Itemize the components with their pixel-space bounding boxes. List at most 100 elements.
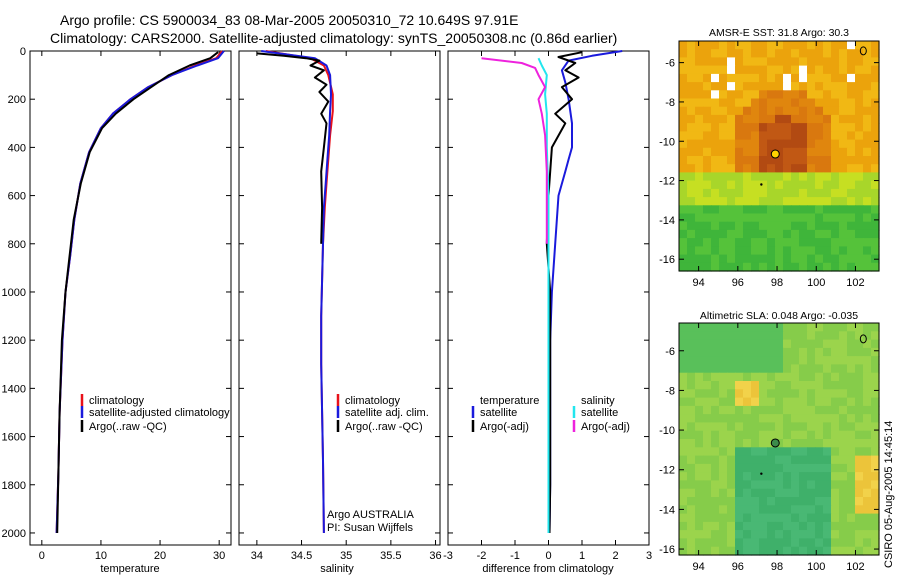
map-cell — [703, 381, 712, 390]
map-cell — [711, 521, 720, 531]
map-cell — [719, 521, 728, 531]
map-cell — [719, 513, 728, 523]
map-cell — [759, 414, 768, 423]
map-cell — [767, 221, 776, 231]
map-cell — [783, 188, 792, 198]
map-cell — [871, 455, 880, 465]
map-cell — [687, 180, 696, 190]
map-cell — [839, 197, 848, 206]
map-cell — [871, 156, 880, 165]
map-cell — [831, 521, 840, 531]
sla-map-panel: Altimetric SLA: 0.048 Argo: -0.035 94 96 9… — [659, 310, 880, 573]
map-cell — [807, 505, 816, 515]
map-cell — [799, 323, 808, 332]
map-y-tick-label: -10 — [659, 425, 675, 437]
map-cell — [687, 49, 696, 58]
map-cell — [679, 205, 688, 215]
legend-label-climatology: climatology — [89, 395, 145, 407]
map-cell — [775, 164, 784, 173]
map-cell — [751, 49, 760, 58]
map-cell — [759, 164, 768, 173]
map-cell — [847, 463, 856, 473]
map-cell — [767, 82, 776, 91]
map-cell — [871, 106, 880, 116]
map-cell — [711, 90, 720, 100]
map-cell — [679, 197, 688, 206]
map-cell — [767, 197, 776, 206]
map-cell — [743, 323, 752, 332]
map-cell — [855, 414, 864, 423]
map-cell — [751, 98, 760, 108]
map-cell — [687, 339, 696, 349]
map-cell — [751, 114, 760, 124]
map-cell — [815, 414, 824, 423]
map-cell — [847, 41, 856, 50]
map-cell — [767, 49, 776, 58]
map-cell — [831, 480, 840, 490]
map-cell — [727, 364, 736, 374]
map-cell — [871, 323, 880, 332]
map-cell — [719, 172, 728, 182]
x-tick-label: 34 — [251, 550, 263, 562]
map-cell — [743, 221, 752, 231]
map-cell — [775, 339, 784, 349]
map-cell — [695, 180, 704, 190]
map-cell — [863, 430, 872, 440]
map-cell — [815, 472, 824, 481]
map-cell — [839, 172, 848, 182]
map-cell — [847, 513, 856, 523]
map-cell — [775, 513, 784, 523]
map-cell — [719, 254, 728, 264]
map-cell — [863, 205, 872, 215]
map-cell — [815, 521, 824, 531]
map-cell — [855, 323, 864, 332]
map-cell — [687, 331, 696, 341]
map-cell — [703, 98, 712, 108]
map-cell — [703, 505, 712, 515]
map-cell — [759, 147, 768, 157]
map-cell — [791, 221, 800, 231]
map-cell — [855, 106, 864, 116]
map-cell — [831, 513, 840, 523]
map-cell — [831, 106, 840, 116]
map-cell — [783, 472, 792, 481]
map-cell — [863, 546, 872, 556]
map-cell — [751, 546, 760, 556]
map-cell — [679, 397, 688, 407]
difference-panel: -3 -2 -1 0 1 2 3 difference from climatology t… — [443, 50, 652, 575]
map-cell — [871, 364, 880, 374]
map-cell — [783, 139, 792, 149]
map-cell — [759, 339, 768, 349]
x-tick-label: 1 — [579, 550, 585, 562]
map-cell — [807, 188, 816, 198]
map-cell — [711, 414, 720, 423]
map-cell — [863, 49, 872, 58]
map-cell — [711, 339, 720, 349]
map-cell — [855, 131, 864, 141]
map-cell — [831, 213, 840, 223]
map-cell — [711, 213, 720, 223]
map-cell — [807, 156, 816, 165]
map-cell — [807, 180, 816, 190]
map-cell — [799, 430, 808, 440]
map-cell — [791, 164, 800, 173]
map-cell — [751, 254, 760, 264]
map-cell — [783, 90, 792, 100]
map-cell — [727, 356, 736, 365]
map-cell — [847, 205, 856, 215]
map-cell — [863, 530, 872, 539]
map-cell — [791, 49, 800, 58]
map-cell — [679, 238, 688, 247]
map-cell — [711, 164, 720, 173]
map-cell — [791, 197, 800, 206]
map-cell — [831, 49, 840, 58]
map-cell — [839, 262, 848, 272]
map-cell — [847, 521, 856, 531]
map-cell — [815, 331, 824, 341]
map-cell — [863, 439, 872, 448]
map-cell — [751, 530, 760, 539]
map-cell — [719, 397, 728, 407]
map-cell — [711, 49, 720, 58]
map-cell — [735, 497, 744, 506]
map-cell — [815, 221, 824, 231]
